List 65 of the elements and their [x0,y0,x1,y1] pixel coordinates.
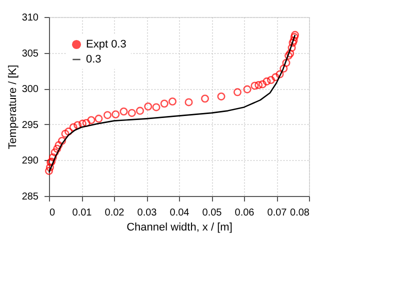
y-tick-label: 310 [22,12,39,24]
point [58,136,66,145]
point [61,130,70,138]
point [290,36,298,45]
x-tick-label: 0.04 [170,208,190,218]
point [46,163,54,172]
point [290,33,298,42]
line-series [48,34,296,174]
point [87,116,96,124]
y-tick-label: 295 [22,120,39,131]
point [184,98,193,106]
point [266,76,275,84]
point [69,123,78,132]
point [128,108,136,117]
point [53,144,62,153]
point [44,166,54,175]
point [272,73,280,82]
point [288,38,297,47]
point [217,92,226,100]
point [254,81,263,90]
point [284,52,293,60]
point [78,120,86,128]
point [282,58,290,67]
legend-label: Expt 0.3 [86,38,126,50]
point [64,128,73,136]
y-tick-label: 290 [22,156,39,167]
point [243,85,252,94]
x-tick-label: 0.03 [137,208,158,218]
x-tick-label: 0.02 [104,208,125,218]
point [291,30,300,39]
point [160,100,168,108]
y-tick-label: 285 [22,192,39,202]
point [286,50,294,58]
point [168,97,177,106]
y-axis-title: Temperature / [K] [6,64,19,150]
point [288,44,296,52]
point [74,121,82,130]
point [144,102,152,110]
point [54,141,63,150]
x-tick-label: 0.08 [290,208,310,218]
point [120,108,128,116]
point [200,94,210,103]
point [276,70,284,78]
point [48,153,57,162]
y-tick-label: 305 [22,48,39,60]
point [250,82,259,90]
x-tick-label: 0 [50,208,56,218]
point [258,80,267,88]
x-tick-label: 0.06 [234,208,255,218]
x-tick-label: 0.01 [72,208,92,218]
x-axis-title: Channel width, x / [m] [126,222,232,234]
point [112,110,120,118]
point [262,77,271,86]
x-tick-label: 0.07 [267,208,288,218]
legend-label: 0.3 [86,54,102,66]
point [152,103,160,112]
point [280,64,288,73]
y-tick-label: 300 [22,84,39,96]
point [82,118,90,127]
x-tick-label: 0.05 [202,208,222,218]
point [233,88,242,96]
point [103,111,112,120]
point [50,148,59,156]
point [136,106,144,115]
point [94,114,103,123]
